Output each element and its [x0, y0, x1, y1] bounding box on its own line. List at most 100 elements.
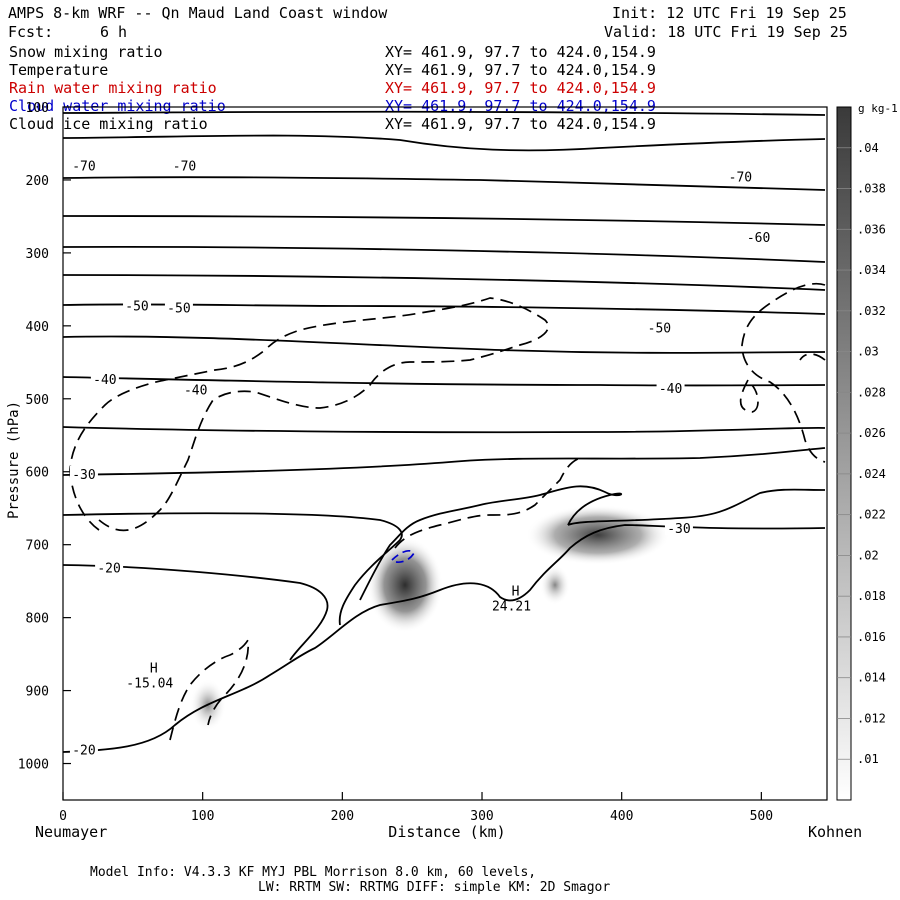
colorbar-label: .016	[857, 630, 886, 644]
colorbar-label: .038	[857, 182, 886, 196]
isotherm	[62, 564, 329, 661]
chart-title: AMPS 8-km WRF -- Qn Maud Land Coast wind…	[8, 4, 388, 22]
isotherm	[62, 274, 826, 291]
colorbar-fill	[836, 106, 852, 801]
cloud-ice-contour	[739, 379, 759, 413]
field-xy: XY= 461.9, 97.7 to 424.0,154.9	[385, 115, 656, 133]
contour-label: -20	[72, 744, 95, 759]
contour-label-bg	[645, 319, 674, 335]
extremum-value: 24.21	[492, 600, 531, 615]
plot-frame	[62, 106, 828, 801]
cloud-ice-contour	[394, 457, 581, 549]
isotherm	[62, 176, 826, 191]
contour-label: -40	[184, 383, 207, 398]
colorbar-units: g kg-1	[858, 102, 898, 115]
contour-labels: -70 -70 -70 -60 -50 -50 -50 -40 -40 -40 -30 -30 -20 -…	[69, 157, 773, 759]
cloud-ice-contour	[799, 353, 826, 361]
cloud-ice-contour	[69, 297, 549, 532]
left-endpoint-label: Neumayer	[35, 823, 107, 841]
x-tick-label: 100	[191, 809, 214, 824]
colorbar-label: .03	[857, 345, 879, 359]
cloud-ice-contour	[169, 637, 250, 741]
y-tick-label: 400	[26, 320, 49, 335]
colorbar-label: .02	[857, 548, 879, 562]
contour-label-bg	[95, 559, 124, 575]
contour-label: -50	[167, 302, 190, 317]
y-tick-label: 300	[26, 247, 49, 262]
contour-label: -30	[667, 522, 690, 537]
y-tick-label: 800	[26, 612, 49, 627]
contour-label: -50	[648, 321, 671, 336]
cloud-ice-contours	[69, 282, 826, 741]
cloud-ice-contour	[741, 282, 826, 463]
field-name: Temperature	[9, 61, 109, 79]
colorbar-label: .032	[857, 304, 886, 318]
x-tick-label: 500	[750, 809, 773, 824]
x-axis-title: Distance (km)	[388, 823, 505, 841]
cloud-water-contour	[391, 550, 416, 564]
y-tick-label: 1000	[18, 758, 49, 773]
colorbar-label: .036	[857, 222, 886, 236]
contour-label-bg	[69, 157, 98, 173]
isotherm	[62, 215, 826, 226]
field-xy: XY= 461.9, 97.7 to 424.0,154.9	[385, 61, 656, 79]
x-tick-label: 0	[59, 809, 67, 824]
extremum-letter: H	[512, 585, 520, 600]
contour-label-bg	[69, 465, 98, 481]
isotherm	[62, 512, 403, 626]
contour-label-bg	[726, 168, 755, 184]
colorbar: .01 .012 .014 .016 .018 .02 .022 .024 .026 .028 .0…	[836, 106, 886, 801]
y-tick-label: 500	[26, 393, 49, 408]
x-tick-label: 200	[331, 809, 354, 824]
y-tick-label: 100	[26, 101, 49, 116]
contour-label: -20	[97, 561, 120, 576]
field-name: Rain water mixing ratio	[9, 79, 217, 97]
contour-label: -70	[729, 170, 752, 185]
colorbar-label: .04	[857, 141, 879, 155]
contour-label-bg	[69, 741, 98, 757]
contour-label: -30	[72, 468, 95, 483]
extremum-letter: H	[150, 661, 158, 676]
model-info-line1: Model Info: V4.3.3 KF MYJ PBL Morrison 8…	[90, 865, 537, 880]
isotherm	[567, 488, 826, 526]
isotherm	[62, 447, 826, 476]
isotherms	[62, 110, 826, 753]
contour-label: -50	[125, 299, 148, 314]
isotherm	[62, 335, 826, 354]
x-axis: 0 100 200 300 400 500	[59, 792, 773, 824]
shading-blob	[526, 505, 670, 565]
colorbar-label: .026	[857, 426, 886, 440]
colorbar-label: .018	[857, 589, 886, 603]
x-tick-label: 300	[470, 809, 493, 824]
field-name: Cloud ice mixing ratio	[9, 115, 208, 133]
forecast-value: 6 h	[100, 23, 128, 41]
isotherm	[62, 376, 826, 387]
shading-blobs	[190, 505, 670, 731]
contour-label-bg	[170, 157, 199, 173]
contour-label: -40	[659, 382, 682, 397]
colorbar-label: .014	[857, 671, 886, 685]
contour-label-bg	[164, 299, 193, 315]
contour-label-bg	[664, 519, 693, 535]
isotherm	[62, 134, 826, 152]
field-xy: XY= 461.9, 97.7 to 424.0,154.9	[385, 79, 656, 97]
colorbar-label: .034	[857, 263, 886, 277]
contour-label: -70	[173, 159, 196, 174]
contour-label: -40	[93, 373, 116, 388]
field-name: Snow mixing ratio	[9, 43, 163, 61]
colorbar-label: .028	[857, 385, 886, 399]
init-time: Init: 12 UTC Fri 19 Sep 25	[612, 4, 847, 22]
contour-label-bg	[181, 381, 210, 397]
contour-label: -60	[747, 231, 770, 246]
contour-label-bg	[744, 228, 773, 244]
y-axis-title: Pressure (hPa)	[6, 401, 22, 519]
isotherm	[62, 303, 826, 315]
forecast-label: Fcst:	[8, 23, 54, 41]
isotherm	[62, 245, 826, 263]
contour-label-bg	[90, 371, 119, 387]
shading-blob	[367, 537, 443, 633]
colorbar-label: .01	[857, 752, 879, 766]
contour-label-bg	[123, 297, 152, 313]
contour-label: -70	[72, 159, 95, 174]
